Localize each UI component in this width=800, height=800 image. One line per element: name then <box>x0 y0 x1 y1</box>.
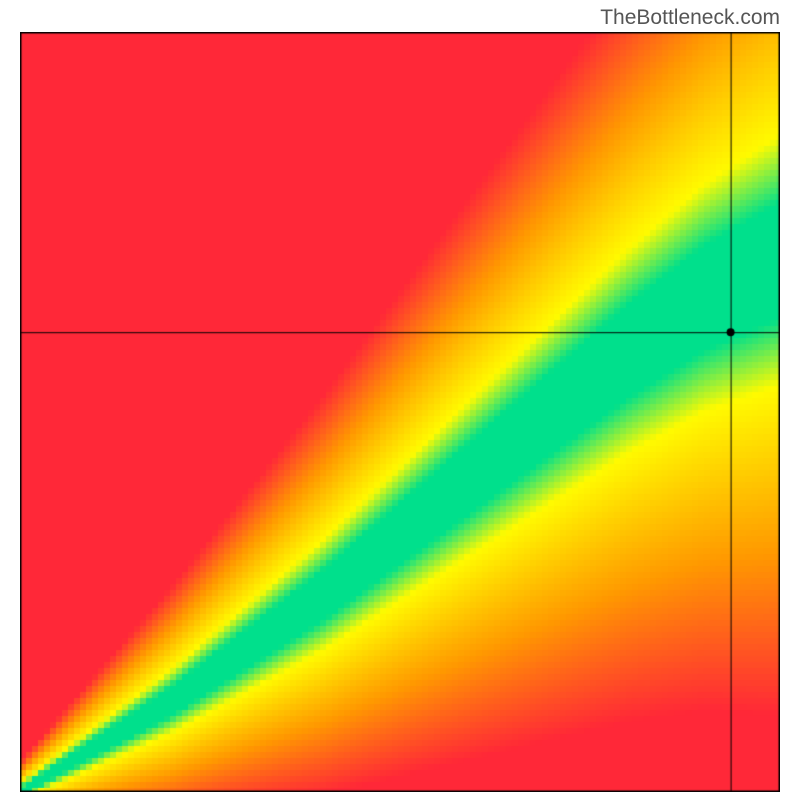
chart-container: TheBottleneck.com <box>0 0 800 800</box>
attribution-label: TheBottleneck.com <box>600 6 780 30</box>
bottleneck-heatmap <box>20 32 780 792</box>
